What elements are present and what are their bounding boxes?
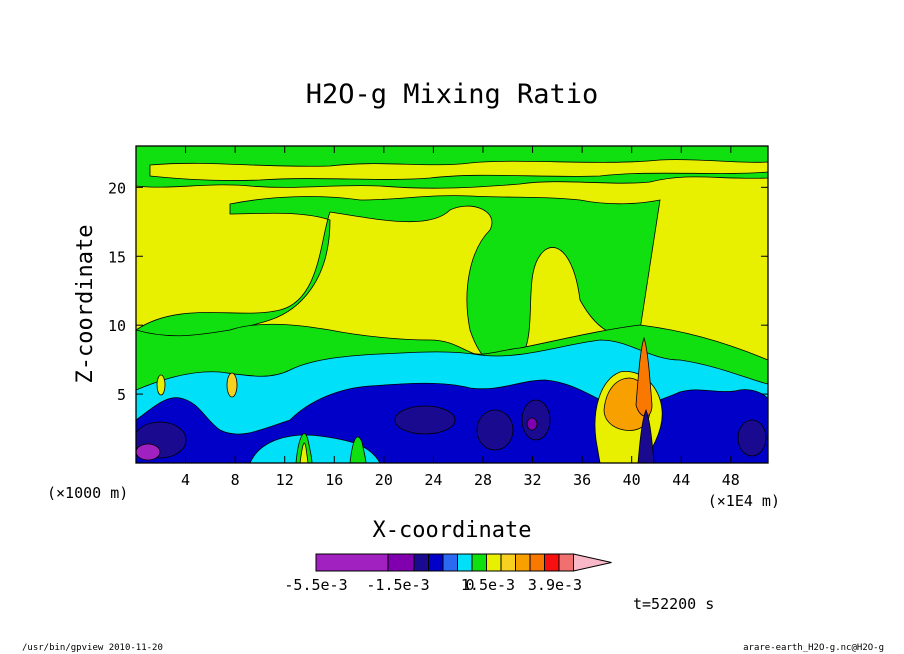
field-region-plume-2 (299, 442, 309, 463)
y-tick-label: 5 (117, 386, 126, 404)
field-region-navy-2 (394, 405, 456, 435)
colorbar-labels: -5.5e-3 -1.5e-3 01.5e-3 3.9e-3 (284, 576, 582, 594)
x-tick-label: 24 (424, 471, 442, 489)
field-region-navy-5 (737, 419, 767, 457)
colorbar-swatch (442, 553, 458, 572)
colorbar-swatch (515, 553, 531, 572)
x-axis-unit-right: (×1E4 m) (708, 492, 780, 510)
field-region-plume-3 (349, 436, 367, 463)
colorbar-tick-label: 0 (465, 576, 474, 594)
x-tick-label: 40 (623, 471, 641, 489)
field-region-purple-1 (136, 443, 161, 461)
colorbar-tick-label: 1.5e-3 (461, 576, 515, 594)
x-tick-label: 28 (474, 471, 492, 489)
colorbar-swatch (544, 553, 560, 572)
colorbar-tick-label: 3.9e-3 (528, 576, 582, 594)
x-tick-label: 4 (181, 471, 190, 489)
colorbar-swatch (529, 553, 545, 572)
x-tick-label: 48 (722, 471, 740, 489)
y-tick-label: 20 (108, 179, 126, 197)
field-region-yellow-spot-1 (156, 374, 166, 396)
colorbar-swatch (500, 553, 516, 572)
x-axis-ticks: 4 8 12 16 20 24 28 32 36 40 44 48 (181, 146, 740, 489)
colorbar-tick-label: -1.5e-3 (366, 576, 429, 594)
colorbar-swatch (457, 553, 473, 572)
y-axis-label: Z-coordinate (73, 225, 98, 384)
x-tick-label: 44 (672, 471, 690, 489)
colorbar-swatch (387, 553, 415, 572)
colorbar-tick-label: -5.5e-3 (284, 576, 347, 594)
x-tick-label: 20 (375, 471, 393, 489)
footer-left: /usr/bin/gpview 2010-11-20 (22, 643, 163, 653)
colorbar-swatch (471, 553, 487, 572)
colorbar-swatch (573, 553, 612, 572)
time-label: t=52200 s (633, 595, 714, 613)
y-tick-label: 15 (108, 248, 126, 266)
x-axis-unit-left: (×1000 m) (47, 484, 128, 502)
field-region-core-dark (637, 408, 655, 463)
x-tick-label: 32 (524, 471, 542, 489)
x-axis-label: X-coordinate (373, 518, 532, 543)
x-tick-label: 16 (325, 471, 343, 489)
y-tick-label: 10 (108, 317, 126, 335)
x-tick-label: 12 (276, 471, 294, 489)
colorbar-swatch (558, 553, 574, 572)
colorbar-swatch (486, 553, 502, 572)
x-tick-label: 36 (573, 471, 591, 489)
field-region-cyan-pocket (249, 434, 381, 463)
field-region-yellow-spot-2 (226, 372, 238, 398)
footer-right: arare-earth_H2O-g.nc@H2O-g (743, 643, 884, 653)
colorbar-swatch (413, 553, 429, 572)
colorbar-swatch (428, 553, 444, 572)
colorbar-swatch (315, 553, 389, 572)
x-tick-label: 8 (231, 471, 240, 489)
field-region-navy-3 (476, 409, 514, 451)
field-region-purple-2 (526, 417, 538, 431)
chart-title: H2O-g Mixing Ratio (306, 79, 599, 110)
plot-field (136, 146, 768, 463)
plot-frame (135, 145, 769, 464)
colorbar (315, 553, 612, 572)
y-axis-ticks: 5 10 15 20 (108, 179, 768, 404)
